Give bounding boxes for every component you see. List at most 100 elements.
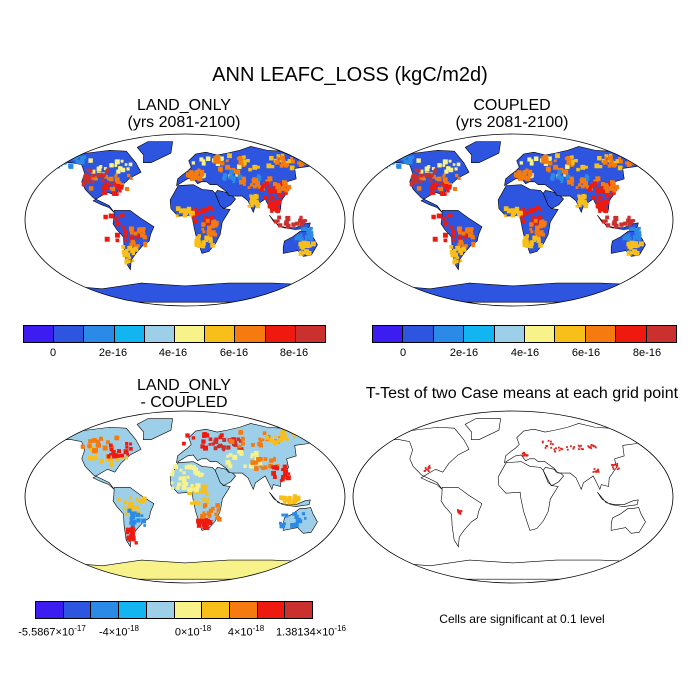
grid-cell bbox=[268, 463, 273, 469]
grid-cell bbox=[258, 437, 262, 441]
grid-cell bbox=[256, 175, 262, 181]
grid-cell bbox=[213, 439, 219, 445]
grid-cell bbox=[566, 155, 571, 161]
grid-cell bbox=[251, 443, 255, 447]
grid-cell bbox=[515, 175, 519, 179]
grid-cell bbox=[130, 239, 135, 245]
grid-cell bbox=[443, 238, 448, 243]
grid-cell bbox=[279, 155, 285, 161]
grid-cell bbox=[537, 214, 543, 220]
grid-cell bbox=[197, 244, 201, 248]
grid-cell bbox=[105, 168, 110, 172]
grid-cell bbox=[291, 222, 296, 227]
grid-cell bbox=[446, 166, 451, 171]
grid-cell bbox=[237, 449, 242, 454]
grid-cell bbox=[256, 457, 261, 463]
grid-cell bbox=[529, 222, 534, 227]
grid-cell bbox=[130, 532, 134, 536]
grid-cell bbox=[226, 454, 230, 458]
grid-cell bbox=[267, 176, 273, 182]
grid-cell bbox=[263, 195, 269, 200]
grid-cell bbox=[261, 438, 265, 442]
grid-cell bbox=[299, 233, 303, 237]
grid-cell bbox=[129, 536, 135, 541]
grid-cell bbox=[222, 448, 226, 452]
grid-cell bbox=[243, 464, 247, 468]
grid-cell bbox=[250, 197, 253, 200]
grid-cell bbox=[287, 185, 292, 190]
grid-cell bbox=[238, 430, 244, 435]
grid-cell bbox=[115, 192, 119, 196]
grid-cell bbox=[268, 190, 272, 195]
grid-cell bbox=[263, 465, 268, 470]
grid-cell bbox=[265, 436, 270, 440]
grid-cell bbox=[437, 182, 441, 186]
grid-cell bbox=[100, 178, 105, 183]
grid-cell bbox=[181, 479, 187, 484]
grid-cell bbox=[609, 180, 614, 184]
colorbar-cell bbox=[54, 326, 85, 342]
cbar-right-tick: 8e-16 bbox=[632, 347, 662, 359]
grid-cell bbox=[299, 215, 303, 219]
grid-cell bbox=[125, 527, 131, 533]
grid-cell bbox=[187, 487, 193, 493]
grid-cell bbox=[109, 163, 114, 168]
map-outline bbox=[352, 410, 674, 584]
grid-cell bbox=[206, 511, 211, 516]
grid-cell bbox=[548, 161, 553, 166]
grid-cell bbox=[108, 443, 113, 448]
grid-cell bbox=[275, 206, 279, 210]
grid-cell bbox=[547, 439, 550, 442]
grid-cell bbox=[126, 536, 131, 541]
grid-cell bbox=[533, 239, 536, 243]
grid-cell bbox=[594, 470, 597, 473]
grid-cell bbox=[104, 174, 108, 179]
grid-cell bbox=[577, 200, 583, 205]
grid-cell bbox=[407, 159, 413, 165]
grid-cell bbox=[131, 259, 135, 263]
grid-cell bbox=[112, 191, 117, 196]
tick-base: 1.38134×10 bbox=[276, 626, 335, 639]
cbar-diff-tick: 4×10-18 bbox=[228, 624, 264, 639]
grid-cell bbox=[433, 168, 438, 172]
grid-cell bbox=[456, 256, 460, 260]
land-only-title-line1: LAND_ONLY bbox=[137, 97, 231, 114]
grid-cell bbox=[553, 164, 559, 170]
grid-cell bbox=[125, 445, 129, 449]
grid-cell bbox=[238, 160, 244, 166]
grid-cell bbox=[390, 156, 395, 161]
grid-cell bbox=[218, 444, 221, 448]
grid-cell bbox=[613, 223, 619, 229]
grid-cell bbox=[283, 472, 288, 477]
grid-cell bbox=[277, 208, 281, 212]
grid-cell bbox=[530, 240, 533, 244]
grid-cell bbox=[211, 506, 215, 511]
grid-cell bbox=[274, 207, 279, 212]
grid-cell bbox=[187, 489, 193, 495]
grid-cell bbox=[198, 472, 203, 478]
grid-cell bbox=[235, 169, 241, 175]
grid-cell bbox=[242, 159, 247, 164]
grid-cell bbox=[308, 231, 314, 237]
grid-cell bbox=[264, 181, 270, 187]
grid-cell bbox=[177, 482, 181, 486]
grid-cell bbox=[557, 174, 562, 179]
grid-cell bbox=[638, 241, 644, 247]
grid-cell bbox=[575, 205, 579, 208]
colorbar-cell bbox=[525, 326, 556, 342]
grid-cell bbox=[248, 167, 252, 172]
grid-cell bbox=[566, 160, 572, 166]
grid-cell bbox=[304, 235, 310, 240]
grid-cell bbox=[140, 514, 144, 517]
grid-cell bbox=[431, 214, 436, 220]
grid-cell bbox=[96, 166, 102, 172]
grid-cell bbox=[287, 472, 291, 476]
grid-cell bbox=[142, 235, 147, 240]
colorbar-cell bbox=[229, 602, 258, 618]
grid-cell bbox=[249, 194, 253, 198]
grid-cell bbox=[283, 222, 287, 226]
cbar-diff-tick: -5.5867×10-17 bbox=[18, 624, 86, 639]
colorbar-cell bbox=[646, 326, 677, 342]
grid-cell bbox=[228, 453, 233, 457]
grid-cell bbox=[86, 168, 90, 172]
